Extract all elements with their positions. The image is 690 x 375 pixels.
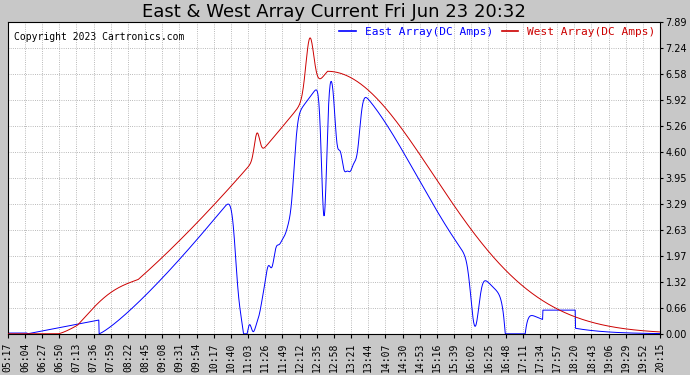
Legend: East Array(DC Amps), West Array(DC Amps): East Array(DC Amps), West Array(DC Amps) xyxy=(335,22,660,41)
Title: East & West Array Current Fri Jun 23 20:32: East & West Array Current Fri Jun 23 20:… xyxy=(142,3,526,21)
Text: Copyright 2023 Cartronics.com: Copyright 2023 Cartronics.com xyxy=(14,32,185,42)
